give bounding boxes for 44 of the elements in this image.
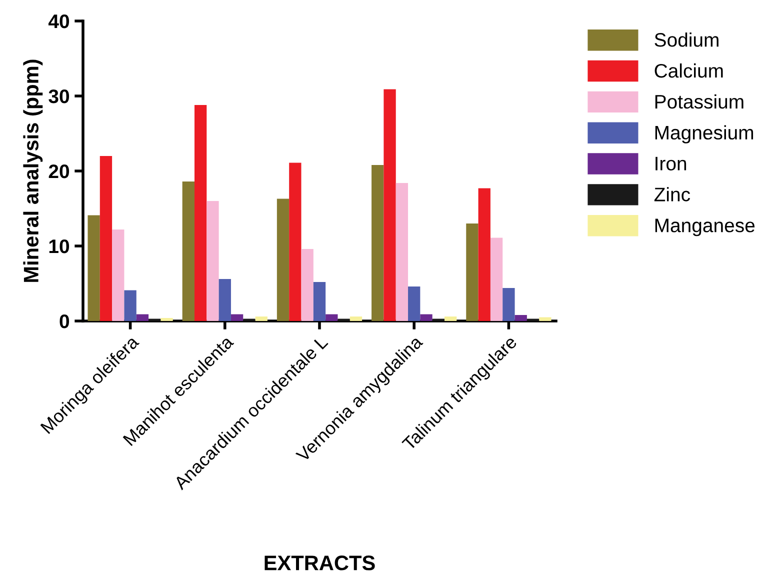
bar <box>276 198 290 321</box>
bar <box>88 215 100 321</box>
bar <box>160 318 173 321</box>
legend-label: Sodium <box>654 32 718 47</box>
bar <box>194 105 207 321</box>
bar <box>301 249 314 321</box>
bar <box>384 89 396 321</box>
bar <box>514 315 527 321</box>
legend-label: Potassium <box>655 94 744 109</box>
bar <box>255 316 268 321</box>
bar <box>444 316 457 321</box>
legend-label: Zinc <box>654 187 690 202</box>
bar <box>289 162 302 321</box>
legend-label: Manganese <box>655 218 755 236</box>
bar <box>100 156 112 321</box>
y-axis-title: Mineral analysis (ppm) <box>23 60 43 282</box>
y-tick-label: 40 <box>48 14 70 28</box>
legend-label: Magnesium <box>655 125 754 144</box>
y-tick-label: 20 <box>48 164 70 178</box>
bar <box>182 182 194 321</box>
bar <box>136 314 149 321</box>
bar <box>408 286 420 321</box>
y-tick-label: 10 <box>49 239 70 254</box>
bar <box>502 288 515 321</box>
bar <box>396 183 408 321</box>
bar <box>206 201 219 321</box>
bar <box>230 314 244 321</box>
x-axis-title: EXTRACTS <box>264 556 375 570</box>
bar <box>466 224 478 321</box>
bar <box>372 165 384 321</box>
y-tick-label: 0 <box>60 314 70 328</box>
bar <box>218 279 231 321</box>
bar <box>539 317 552 321</box>
bar <box>326 314 338 321</box>
bar <box>420 314 432 321</box>
legend-label: Calcium <box>654 63 723 78</box>
bar <box>478 188 490 321</box>
bar <box>112 230 124 321</box>
bar <box>313 282 326 321</box>
bar <box>350 316 362 321</box>
y-tick-label: 30 <box>48 89 70 104</box>
bar <box>124 290 136 321</box>
bar <box>490 238 503 321</box>
legend-label: Iron <box>656 156 686 170</box>
